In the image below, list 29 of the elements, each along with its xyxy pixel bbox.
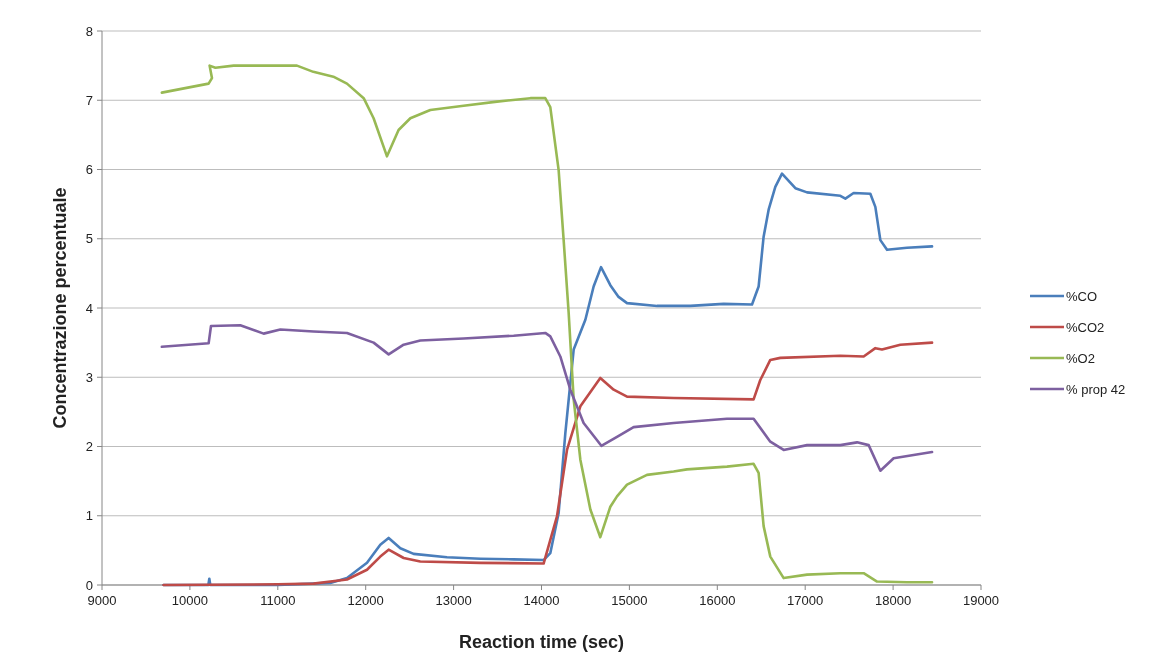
y-tick-label: 7 bbox=[85, 92, 93, 108]
legend-label: %O2 bbox=[1066, 350, 1095, 366]
x-tick-label: 18000 bbox=[875, 593, 912, 608]
y-tick-label: 3 bbox=[85, 369, 93, 385]
y-tick-label: 1 bbox=[85, 508, 93, 524]
x-tick-label: 9000 bbox=[87, 593, 117, 608]
line-series bbox=[160, 324, 934, 473]
y-tick-label: 5 bbox=[85, 231, 93, 247]
y-tick-label: 6 bbox=[85, 162, 93, 178]
y-tick-label: 8 bbox=[85, 23, 93, 39]
x-axis-title: Reaction time (sec) bbox=[458, 632, 625, 652]
y-tick-label: 2 bbox=[85, 439, 93, 455]
line-series bbox=[162, 341, 934, 587]
y-tick-label: 4 bbox=[85, 300, 93, 316]
y-axis-title: Concentrazione percentuale bbox=[50, 187, 70, 429]
x-tick-label: 11000 bbox=[260, 593, 296, 608]
legend-label: %CO2 bbox=[1066, 319, 1105, 335]
legend-label: % prop 42 bbox=[1066, 381, 1126, 397]
x-tick-label: 19000 bbox=[962, 593, 1000, 608]
y-tick-label: 0 bbox=[85, 577, 93, 593]
line-series bbox=[160, 64, 934, 584]
x-tick-label: 14000 bbox=[523, 593, 560, 608]
x-tick-label: 13000 bbox=[435, 593, 472, 608]
x-tick-label: 12000 bbox=[347, 593, 384, 608]
legend-label: %CO bbox=[1066, 288, 1098, 304]
x-tick-label: 15000 bbox=[611, 593, 648, 608]
x-tick-label: 16000 bbox=[699, 593, 736, 608]
x-tick-label: 10000 bbox=[171, 593, 208, 608]
x-tick-label: 17000 bbox=[787, 593, 824, 608]
